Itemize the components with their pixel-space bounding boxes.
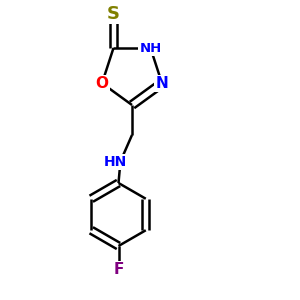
Text: S: S (107, 4, 120, 22)
Text: NH: NH (140, 41, 162, 55)
Text: O: O (95, 76, 109, 91)
Text: N: N (156, 76, 168, 91)
Text: F: F (113, 262, 124, 278)
Text: HN: HN (104, 155, 127, 169)
